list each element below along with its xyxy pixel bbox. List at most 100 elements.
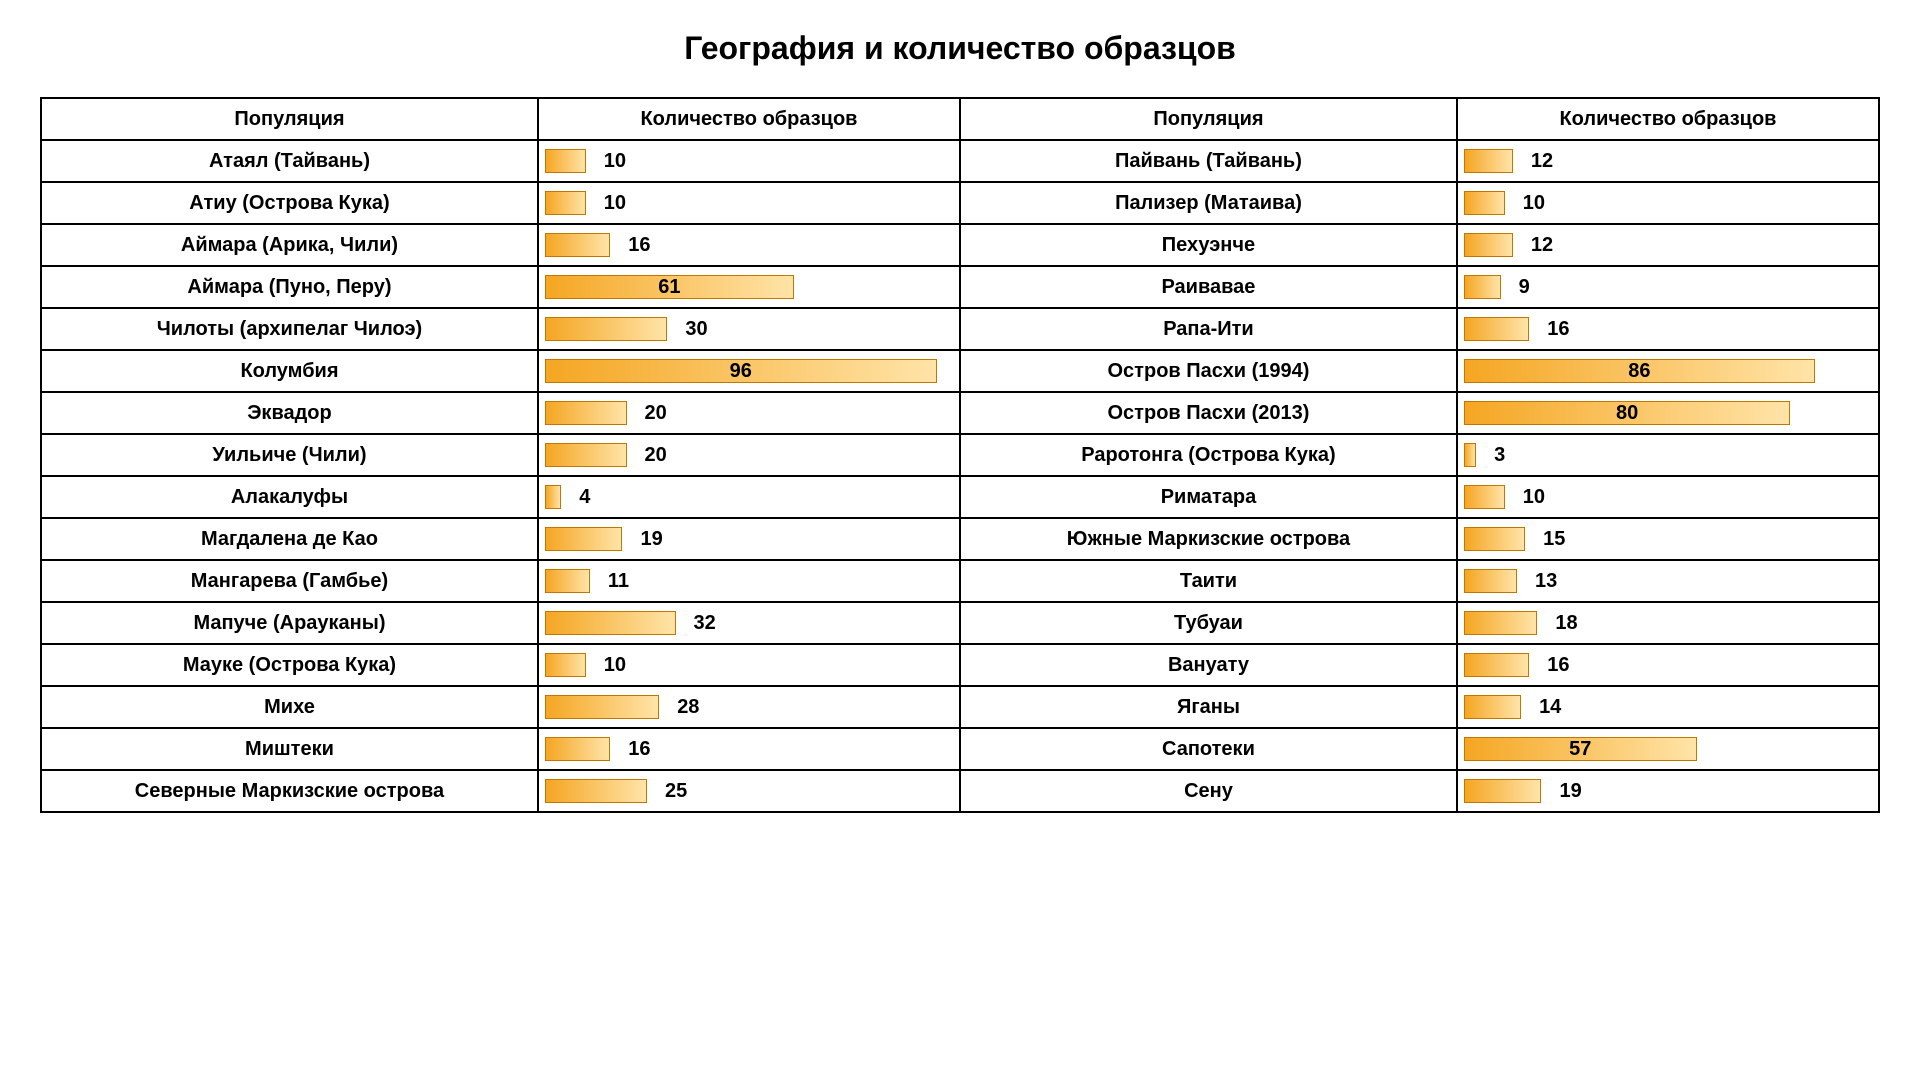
- bar-wrap: 10: [545, 652, 953, 678]
- bar: [545, 653, 586, 677]
- population-cell: Пализер (Матаива): [960, 182, 1457, 224]
- table-row: Мангарева (Гамбье) 11 Таити 13: [41, 560, 1879, 602]
- table-row: Эквадор 20 Остров Пасхи (2013) 80: [41, 392, 1879, 434]
- table-row: Мапуче (Арауканы) 32 Тубуаи 18: [41, 602, 1879, 644]
- bar: [1464, 569, 1517, 593]
- bar-value: 10: [604, 192, 626, 215]
- bar-wrap: 11: [545, 568, 953, 594]
- population-cell: Таити: [960, 560, 1457, 602]
- table-row: Миштеки 16 Сапотеки 57: [41, 728, 1879, 770]
- count-cell: 61: [538, 266, 960, 308]
- bar-value: 16: [628, 738, 650, 761]
- bar-value: 57: [1464, 738, 1697, 761]
- count-cell: 12: [1457, 224, 1879, 266]
- count-cell: 32: [538, 602, 960, 644]
- bar-value: 20: [645, 402, 667, 425]
- table-row: Мауке (Острова Кука) 10 Вануату 16: [41, 644, 1879, 686]
- population-cell: Миштеки: [41, 728, 538, 770]
- count-cell: 28: [538, 686, 960, 728]
- population-cell: Алакалуфы: [41, 476, 538, 518]
- table-row: Алакалуфы 4 Риматара 10: [41, 476, 1879, 518]
- bar-value: 86: [1464, 360, 1815, 383]
- bar-value: 3: [1494, 444, 1505, 467]
- bar: [1464, 527, 1525, 551]
- bar-wrap: 12: [1464, 148, 1872, 174]
- population-cell: Эквадор: [41, 392, 538, 434]
- bar-value: 96: [545, 360, 937, 383]
- data-table: Популяция Количество образцов Популяция …: [40, 97, 1880, 813]
- count-cell: 16: [1457, 644, 1879, 686]
- bar-wrap: 30: [545, 316, 953, 342]
- bar-wrap: 28: [545, 694, 953, 720]
- bar: [545, 695, 659, 719]
- population-cell: Вануату: [960, 644, 1457, 686]
- bar-value: 16: [1547, 654, 1569, 677]
- count-cell: 3: [1457, 434, 1879, 476]
- count-cell: 4: [538, 476, 960, 518]
- table-row: Северные Маркизские острова 25 Сену 19: [41, 770, 1879, 812]
- bar-wrap: 16: [1464, 652, 1872, 678]
- bar-value: 15: [1543, 528, 1565, 551]
- bar-value: 12: [1531, 150, 1553, 173]
- count-cell: 19: [1457, 770, 1879, 812]
- table-body: Атаял (Тайвань) 10 Пайвань (Тайвань) 12 …: [41, 140, 1879, 812]
- bar-wrap: 32: [545, 610, 953, 636]
- bar-wrap: 20: [545, 400, 953, 426]
- bar-value: 80: [1464, 402, 1790, 425]
- population-cell: Пехуэнче: [960, 224, 1457, 266]
- population-cell: Тубуаи: [960, 602, 1457, 644]
- count-cell: 16: [1457, 308, 1879, 350]
- population-cell: Рапа-Ити: [960, 308, 1457, 350]
- count-cell: 10: [538, 644, 960, 686]
- count-cell: 57: [1457, 728, 1879, 770]
- population-cell: Раивавае: [960, 266, 1457, 308]
- bar-wrap: 19: [545, 526, 953, 552]
- bar-value: 16: [628, 234, 650, 257]
- bar-value: 19: [1559, 780, 1581, 803]
- bar-wrap: 80: [1464, 400, 1872, 426]
- bar: [1464, 611, 1537, 635]
- bar-wrap: 16: [545, 736, 953, 762]
- count-cell: 25: [538, 770, 960, 812]
- bar: [545, 149, 586, 173]
- bar-wrap: 61: [545, 274, 953, 300]
- bar-wrap: 18: [1464, 610, 1872, 636]
- count-cell: 16: [538, 224, 960, 266]
- bar-wrap: 15: [1464, 526, 1872, 552]
- bar-value: 25: [665, 780, 687, 803]
- bar-wrap: 57: [1464, 736, 1872, 762]
- bar-value: 13: [1535, 570, 1557, 593]
- population-cell: Сапотеки: [960, 728, 1457, 770]
- population-cell: Аймара (Пуно, Перу): [41, 266, 538, 308]
- bar: [545, 191, 586, 215]
- count-cell: 10: [538, 140, 960, 182]
- count-cell: 86: [1457, 350, 1879, 392]
- table-row: Колумбия 96 Остров Пасхи (1994) 86: [41, 350, 1879, 392]
- population-cell: Мапуче (Арауканы): [41, 602, 538, 644]
- bar-value: 10: [604, 654, 626, 677]
- bar-wrap: 9: [1464, 274, 1872, 300]
- bar: [545, 443, 627, 467]
- bar: [1464, 653, 1529, 677]
- table-row: Михе 28 Яганы 14: [41, 686, 1879, 728]
- bar: [1464, 149, 1513, 173]
- count-cell: 12: [1457, 140, 1879, 182]
- population-cell: Яганы: [960, 686, 1457, 728]
- bar: [545, 317, 667, 341]
- table-row: Аймара (Пуно, Перу) 61 Раивавае 9: [41, 266, 1879, 308]
- bar: [1464, 485, 1505, 509]
- header-row: Популяция Количество образцов Популяция …: [41, 98, 1879, 140]
- bar-value: 10: [1523, 486, 1545, 509]
- count-cell: 14: [1457, 686, 1879, 728]
- table-row: Аймара (Арика, Чили) 16 Пехуэнче 12: [41, 224, 1879, 266]
- header-count-left: Количество образцов: [538, 98, 960, 140]
- bar-wrap: 14: [1464, 694, 1872, 720]
- bar: [1464, 191, 1505, 215]
- bar-value: 28: [677, 696, 699, 719]
- count-cell: 9: [1457, 266, 1879, 308]
- bar-wrap: 16: [545, 232, 953, 258]
- bar-wrap: 96: [545, 358, 953, 384]
- bar: [545, 485, 561, 509]
- bar-value: 19: [640, 528, 662, 551]
- count-cell: 10: [1457, 476, 1879, 518]
